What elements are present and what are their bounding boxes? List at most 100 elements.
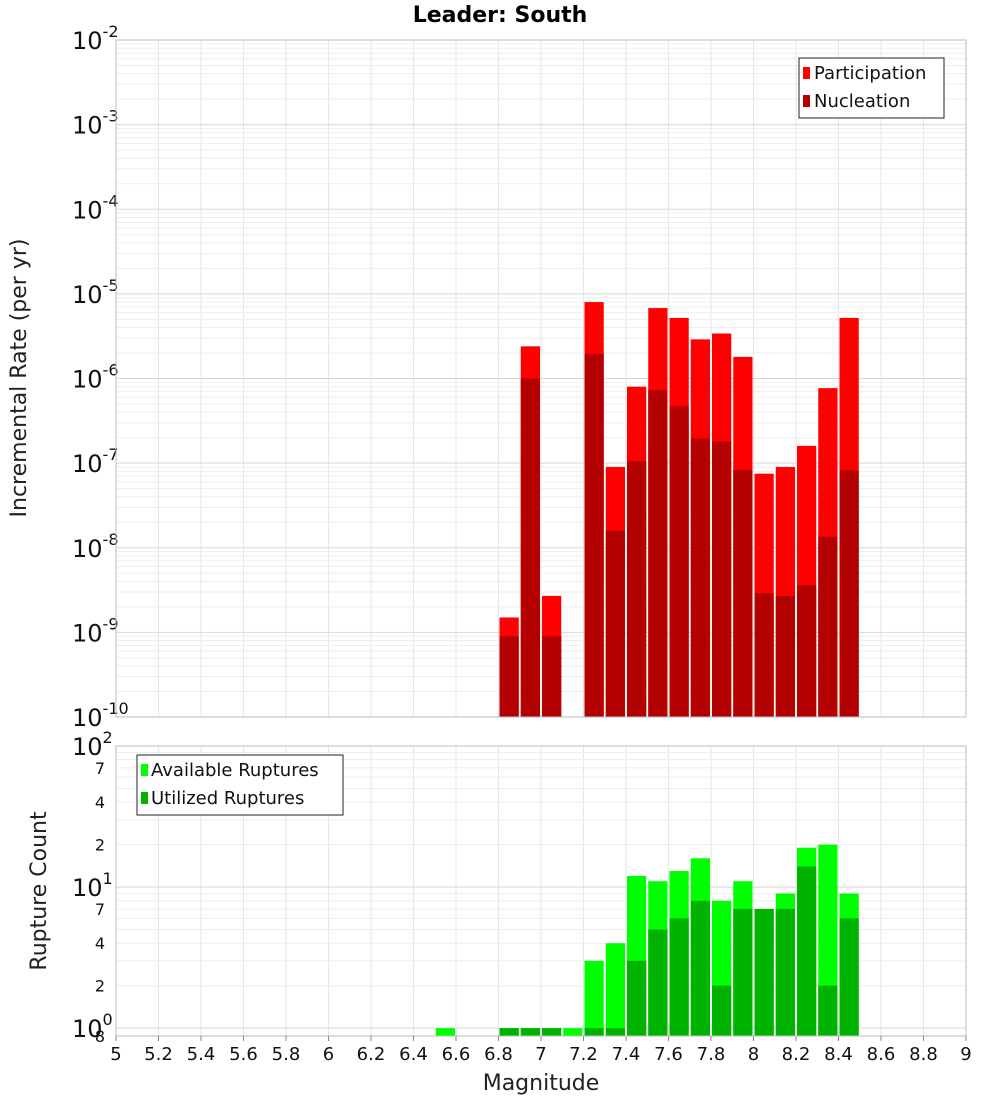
available-rupture-bar (605, 943, 625, 1036)
utilized-legend-label: Utilized Ruptures (151, 788, 304, 809)
nucleation-bar (648, 390, 668, 717)
rate-y-tick-label: 10-10 (72, 699, 129, 732)
count-panel: 100 101 102 8 2 4 7 2 4 7 Rupture Count Available… (27, 728, 972, 1096)
available-rupture-bar (584, 960, 604, 1036)
rate-panel: 10-10 10-9 10-8 10-7 10-6 10-5 10-4 10-3 10-2 In… (7, 22, 967, 732)
rate-grid (115, 39, 967, 718)
utilized-rupture-bar (627, 960, 647, 1036)
available-rupture-bar (563, 1028, 583, 1036)
x-tick-label: 6.2 (357, 1044, 386, 1065)
x-tick-label: 7.2 (569, 1044, 598, 1065)
count-y-axis-title: Rupture Count (27, 811, 52, 971)
x-tick-label: 7.8 (697, 1044, 726, 1065)
utilized-rupture-bar (733, 908, 753, 1036)
rate-legend-box (798, 57, 945, 119)
utilized-rupture-bar (648, 929, 668, 1036)
nucleation-bar (584, 353, 604, 717)
rate-y-tick-label: 10-5 (72, 276, 119, 309)
utilized-legend-swatch (141, 792, 148, 804)
x-axis-title: Magnitude (483, 1071, 600, 1096)
rate-y-tick-label: 10-3 (72, 107, 119, 140)
utilized-rupture-bar (542, 1028, 562, 1036)
utilized-rupture-bar (584, 1028, 604, 1036)
x-tick-label: 6.8 (484, 1044, 513, 1065)
count-y-ticks: 100 101 102 8 2 4 7 2 4 7 (72, 728, 113, 1046)
x-tick-label: 7 (535, 1044, 546, 1065)
nucleation-legend-label: Nucleation (814, 91, 910, 112)
available-rupture-bar (435, 1028, 455, 1036)
x-tick-label: 8.2 (782, 1044, 811, 1065)
utilized-rupture-bar (818, 985, 838, 1036)
nucleation-bar (627, 461, 647, 717)
chart-title: Leader: South (413, 3, 588, 28)
utilized-rupture-bar (712, 985, 732, 1036)
nucleation-bar (669, 406, 689, 717)
count-y-minor-label: 7 (95, 900, 105, 919)
count-y-minor-label: 8 (95, 1027, 105, 1046)
rate-y-tick-label: 10-9 (72, 614, 119, 647)
nucleation-bar (690, 438, 710, 717)
count-y-minor-label: 2 (95, 977, 105, 996)
utilized-rupture-bar (605, 1028, 625, 1036)
utilized-rupture-bar (775, 908, 795, 1036)
x-tick-label: 5.8 (272, 1044, 301, 1065)
x-tick-label: 5.6 (229, 1044, 258, 1065)
utilized-rupture-bar (520, 1028, 540, 1036)
participation-legend-swatch (803, 67, 810, 79)
count-y-minor-label: 7 (95, 759, 105, 778)
x-tick-label: 5.4 (187, 1044, 216, 1065)
count-legend: Available Ruptures Utilized Ruptures (136, 754, 344, 816)
rate-legend: Participation Nucleation (798, 57, 945, 119)
x-tick-label: 8 (748, 1044, 759, 1065)
nucleation-bar (542, 636, 562, 717)
x-tick-label: 7.4 (612, 1044, 641, 1065)
nucleation-bar (818, 536, 838, 717)
count-y-minor-label: 4 (95, 793, 105, 812)
count-y-tick-label: 100 (72, 1010, 113, 1043)
x-tick-label: 7.6 (654, 1044, 683, 1065)
x-ticks: 5 5.2 5.4 5.6 5.8 6 6.2 6.4 6.6 6.8 7 7.2 7.4 7.6 7.8 8… (110, 1036, 972, 1065)
x-tick-label: 5 (110, 1044, 121, 1065)
nucleation-bar (499, 636, 519, 717)
rate-y-tick-label: 10-4 (72, 191, 119, 224)
utilized-rupture-bar (754, 908, 774, 1036)
rate-y-tick-label: 10-8 (72, 530, 119, 563)
count-y-tick-label: 102 (72, 728, 113, 761)
rate-y-tick-label: 10-6 (72, 361, 119, 394)
nucleation-bar (520, 378, 540, 717)
nucleation-bar (754, 593, 774, 717)
x-tick-label: 9 (960, 1044, 971, 1065)
x-tick-label: 8.4 (824, 1044, 853, 1065)
x-tick-label: 5.2 (144, 1044, 173, 1065)
count-y-tick-label: 101 (72, 869, 113, 902)
count-y-minor-label: 4 (95, 934, 105, 953)
nucleation-bar (733, 469, 753, 717)
utilized-rupture-bar (797, 866, 817, 1036)
nucleation-legend-swatch (803, 95, 810, 107)
available-legend-label: Available Ruptures (151, 760, 319, 781)
nucleation-bar (775, 595, 795, 717)
count-bars (435, 844, 859, 1036)
x-tick-label: 6 (323, 1044, 334, 1065)
utilized-rupture-bar (690, 900, 710, 1036)
nucleation-bar (712, 441, 732, 717)
x-tick-label: 6.4 (399, 1044, 428, 1065)
count-y-minor-label: 2 (95, 836, 105, 855)
utilized-rupture-bar (499, 1028, 519, 1036)
rate-y-ticks: 10-10 10-9 10-8 10-7 10-6 10-5 10-4 10-3 10-2 (72, 22, 129, 732)
x-tick-label: 8.6 (867, 1044, 896, 1065)
rate-bars (499, 302, 859, 717)
nucleation-bar (605, 530, 625, 717)
count-legend-box (136, 754, 344, 816)
nucleation-bar (797, 585, 817, 717)
utilized-rupture-bar (669, 918, 689, 1036)
available-legend-swatch (141, 764, 148, 776)
utilized-rupture-bar (839, 918, 859, 1036)
participation-legend-label: Participation (814, 63, 926, 84)
nucleation-bar (839, 470, 859, 717)
x-tick-label: 8.8 (909, 1044, 938, 1065)
rate-y-tick-label: 10-7 (72, 445, 119, 478)
rate-y-axis-title: Incremental Rate (per yr) (7, 239, 32, 518)
rate-y-tick-label: 10-2 (72, 22, 119, 55)
